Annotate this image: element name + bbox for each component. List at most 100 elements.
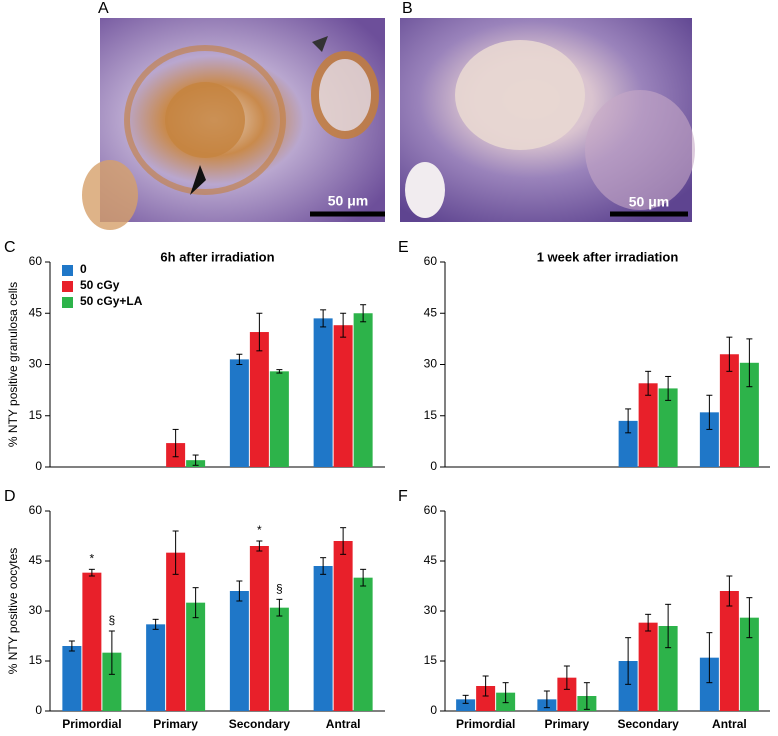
legend-swatch bbox=[62, 297, 73, 308]
y-tick-label: 30 bbox=[29, 357, 43, 371]
y-tick-label: 15 bbox=[424, 408, 438, 422]
error-bar bbox=[726, 575, 733, 607]
panel-label: A bbox=[98, 0, 109, 17]
error-bar bbox=[706, 632, 713, 684]
micrograph-b bbox=[400, 18, 695, 222]
bar bbox=[333, 325, 353, 467]
error-bar bbox=[746, 597, 753, 639]
bar bbox=[166, 552, 186, 711]
y-tick-label: 0 bbox=[430, 459, 437, 473]
x-tick-label: Secondary bbox=[617, 717, 679, 731]
panel-label: C bbox=[4, 239, 16, 256]
y-tick-label: 0 bbox=[35, 703, 42, 717]
bar bbox=[269, 371, 289, 467]
x-tick-label: Secondary bbox=[229, 717, 291, 731]
chart-title: 1 week after irradiation bbox=[537, 249, 679, 264]
error-bar bbox=[236, 353, 243, 365]
bar bbox=[353, 577, 373, 711]
y-tick-label: 60 bbox=[424, 254, 438, 268]
y-tick-label: 15 bbox=[424, 653, 438, 667]
bar bbox=[739, 617, 759, 711]
annotation: § bbox=[276, 582, 283, 596]
error-bar bbox=[563, 665, 570, 690]
error-bar bbox=[706, 394, 713, 430]
bar bbox=[638, 622, 658, 711]
x-tick-label: Primordial bbox=[62, 717, 121, 731]
error-bar bbox=[360, 304, 367, 323]
error-bar bbox=[108, 630, 115, 675]
error-bar bbox=[236, 580, 243, 602]
bar bbox=[557, 677, 577, 711]
error-bar bbox=[583, 682, 590, 710]
bar bbox=[476, 686, 496, 711]
error-bar bbox=[320, 557, 327, 575]
error-bar bbox=[665, 375, 672, 401]
error-bar bbox=[192, 454, 199, 466]
bar bbox=[229, 591, 249, 711]
bar bbox=[699, 657, 719, 711]
error-bar bbox=[68, 640, 75, 652]
panel-label: E bbox=[398, 239, 409, 256]
bar bbox=[658, 626, 678, 711]
legend-label: 50 cGy bbox=[80, 278, 120, 292]
annotation: § bbox=[109, 613, 116, 627]
bar bbox=[333, 541, 353, 711]
y-tick-label: 15 bbox=[29, 653, 43, 667]
error-bar bbox=[256, 312, 263, 352]
bar bbox=[186, 602, 206, 711]
error-bar bbox=[665, 603, 672, 649]
x-tick-label: Antral bbox=[326, 717, 361, 731]
bar bbox=[638, 383, 658, 467]
legend-swatch bbox=[62, 265, 73, 276]
y-tick-label: 0 bbox=[35, 459, 42, 473]
scale-bar-label: 50 μm bbox=[629, 194, 669, 210]
error-bar bbox=[340, 312, 347, 338]
y-tick-label: 45 bbox=[424, 305, 438, 319]
error-bar bbox=[88, 568, 95, 577]
error-bar bbox=[462, 694, 469, 704]
error-bar bbox=[502, 682, 509, 704]
annotation: * bbox=[90, 552, 95, 566]
bar bbox=[739, 362, 759, 467]
error-bar bbox=[625, 408, 632, 434]
error-bar bbox=[192, 587, 199, 619]
bar bbox=[456, 699, 476, 711]
bar bbox=[102, 652, 122, 711]
bar bbox=[618, 420, 638, 467]
error-bar bbox=[320, 309, 327, 328]
bar bbox=[229, 359, 249, 467]
bar bbox=[249, 546, 269, 711]
panel-label: D bbox=[4, 488, 16, 505]
panel-label: F bbox=[398, 488, 408, 505]
y-tick-label: 45 bbox=[29, 553, 43, 567]
chart-title: 6h after irradiation bbox=[160, 249, 274, 264]
error-bar bbox=[340, 527, 347, 555]
error-bar bbox=[482, 675, 489, 697]
bar bbox=[249, 332, 269, 467]
error-bar bbox=[172, 530, 179, 575]
error-bar bbox=[645, 370, 652, 396]
legend-label: 50 cGy+LA bbox=[80, 294, 143, 308]
legend-swatch bbox=[62, 281, 73, 292]
y-tick-label: 60 bbox=[29, 503, 43, 517]
error-bar bbox=[726, 336, 733, 372]
error-bar bbox=[360, 568, 367, 587]
y-tick-label: 30 bbox=[29, 603, 43, 617]
y-tick-label: 0 bbox=[430, 703, 437, 717]
x-tick-label: Antral bbox=[712, 717, 747, 731]
bar bbox=[353, 313, 373, 467]
y-tick-label: 30 bbox=[424, 603, 438, 617]
y-tick-label: 15 bbox=[29, 408, 43, 422]
error-bar bbox=[256, 540, 263, 552]
y-tick-label: 30 bbox=[424, 357, 438, 371]
scale-bar-label: 50 μm bbox=[328, 193, 368, 209]
error-bar bbox=[746, 338, 753, 388]
bar bbox=[719, 591, 739, 711]
error-bar bbox=[276, 598, 283, 617]
error-bar bbox=[625, 637, 632, 685]
bar bbox=[313, 318, 333, 467]
y-tick-label: 60 bbox=[424, 503, 438, 517]
bar bbox=[82, 572, 102, 711]
bar bbox=[699, 412, 719, 467]
